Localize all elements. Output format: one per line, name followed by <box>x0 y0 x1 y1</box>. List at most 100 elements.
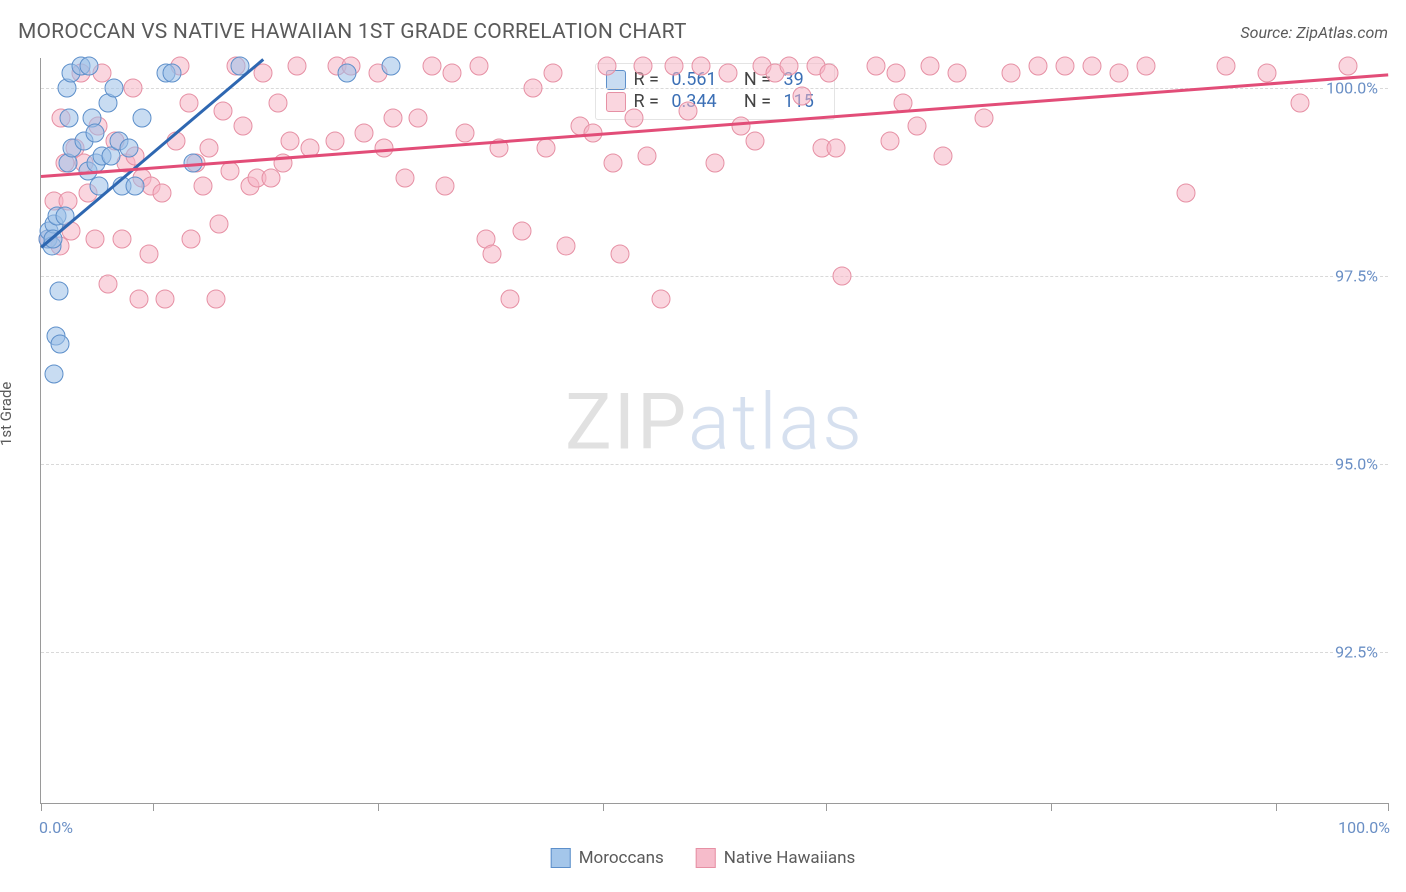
x-tick <box>41 803 42 811</box>
data-point <box>155 289 174 308</box>
x-label-right: 100.0% <box>1338 818 1390 837</box>
data-point <box>104 79 123 98</box>
data-point <box>422 56 441 75</box>
data-point <box>779 56 798 75</box>
watermark-part-b: atlas <box>688 378 864 469</box>
x-tick <box>603 803 604 811</box>
data-point <box>281 131 300 150</box>
data-point <box>287 56 306 75</box>
watermark: ZIPatlas <box>565 378 864 469</box>
data-point <box>1136 56 1155 75</box>
data-point <box>382 56 401 75</box>
gridline <box>41 276 1388 277</box>
data-point <box>119 139 138 158</box>
data-point <box>1001 64 1020 83</box>
data-point <box>456 124 475 143</box>
x-tick <box>153 803 154 811</box>
legend-label: Moroccans <box>579 848 664 868</box>
data-point <box>947 64 966 83</box>
y-tick-label: 92.5% <box>1333 643 1380 662</box>
x-tick <box>826 803 827 811</box>
data-point <box>887 64 906 83</box>
data-point <box>325 131 344 150</box>
legend-n-label: N = <box>739 91 775 112</box>
data-point <box>80 56 99 75</box>
legend-label: Native Hawaiians <box>724 848 856 868</box>
data-point <box>436 176 455 195</box>
data-point <box>395 169 414 188</box>
data-point <box>537 139 556 158</box>
x-tick <box>1276 803 1277 811</box>
data-point <box>611 244 630 263</box>
data-point <box>213 101 232 120</box>
data-point <box>678 101 697 120</box>
data-point <box>692 56 711 75</box>
data-point <box>337 64 356 83</box>
x-tick <box>1388 803 1389 811</box>
chart-title: MOROCCAN VS NATIVE HAWAIIAN 1ST GRADE CO… <box>18 20 687 44</box>
data-point <box>500 289 519 308</box>
data-point <box>833 267 852 286</box>
chart-header: MOROCCAN VS NATIVE HAWAIIAN 1ST GRADE CO… <box>18 20 1388 44</box>
gridline <box>41 652 1388 653</box>
data-point <box>262 169 281 188</box>
data-point <box>1082 56 1101 75</box>
data-point <box>126 176 145 195</box>
data-point <box>557 237 576 256</box>
data-point <box>523 79 542 98</box>
data-point <box>1217 56 1236 75</box>
data-point <box>638 146 657 165</box>
x-label-left: 0.0% <box>39 818 73 837</box>
data-point <box>112 229 131 248</box>
data-point <box>974 109 993 128</box>
data-point <box>234 116 253 135</box>
data-point <box>409 109 428 128</box>
data-point <box>139 244 158 263</box>
data-point <box>665 56 684 75</box>
y-tick-label: 95.0% <box>1333 455 1380 474</box>
data-point <box>469 56 488 75</box>
data-point <box>49 282 68 301</box>
data-point <box>200 139 219 158</box>
data-point <box>45 365 64 384</box>
data-point <box>543 64 562 83</box>
data-point <box>880 131 899 150</box>
data-point <box>793 86 812 105</box>
chart-area: ZIPatlas R = 0.561 N = 39R = 0.344 N = 1… <box>40 58 1388 804</box>
data-point <box>85 229 104 248</box>
data-point <box>819 64 838 83</box>
data-point <box>604 154 623 173</box>
data-point <box>934 146 953 165</box>
x-tick <box>1051 803 1052 811</box>
data-point <box>745 131 764 150</box>
data-point <box>921 56 940 75</box>
data-point <box>442 64 461 83</box>
data-point <box>1338 56 1357 75</box>
data-point <box>867 56 886 75</box>
data-point <box>60 109 79 128</box>
data-point <box>1028 56 1047 75</box>
data-point <box>624 109 643 128</box>
data-point <box>153 184 172 203</box>
data-point <box>209 214 228 233</box>
data-point <box>512 222 531 241</box>
y-tick-label: 100.0% <box>1324 79 1380 98</box>
data-point <box>705 154 724 173</box>
watermark-part-a: ZIP <box>565 378 688 469</box>
y-tick-label: 97.5% <box>1333 267 1380 286</box>
data-point <box>180 94 199 113</box>
data-point <box>907 116 926 135</box>
data-point <box>1291 94 1310 113</box>
legend-item: Moroccans <box>551 848 664 868</box>
data-point <box>483 244 502 263</box>
data-point <box>50 334 69 353</box>
legend-item: Native Hawaiians <box>696 848 856 868</box>
data-point <box>269 94 288 113</box>
x-tick <box>378 803 379 811</box>
data-point <box>85 124 104 143</box>
data-point <box>99 274 118 293</box>
data-point <box>220 161 239 180</box>
data-point <box>355 124 374 143</box>
data-point <box>181 229 200 248</box>
data-point <box>207 289 226 308</box>
